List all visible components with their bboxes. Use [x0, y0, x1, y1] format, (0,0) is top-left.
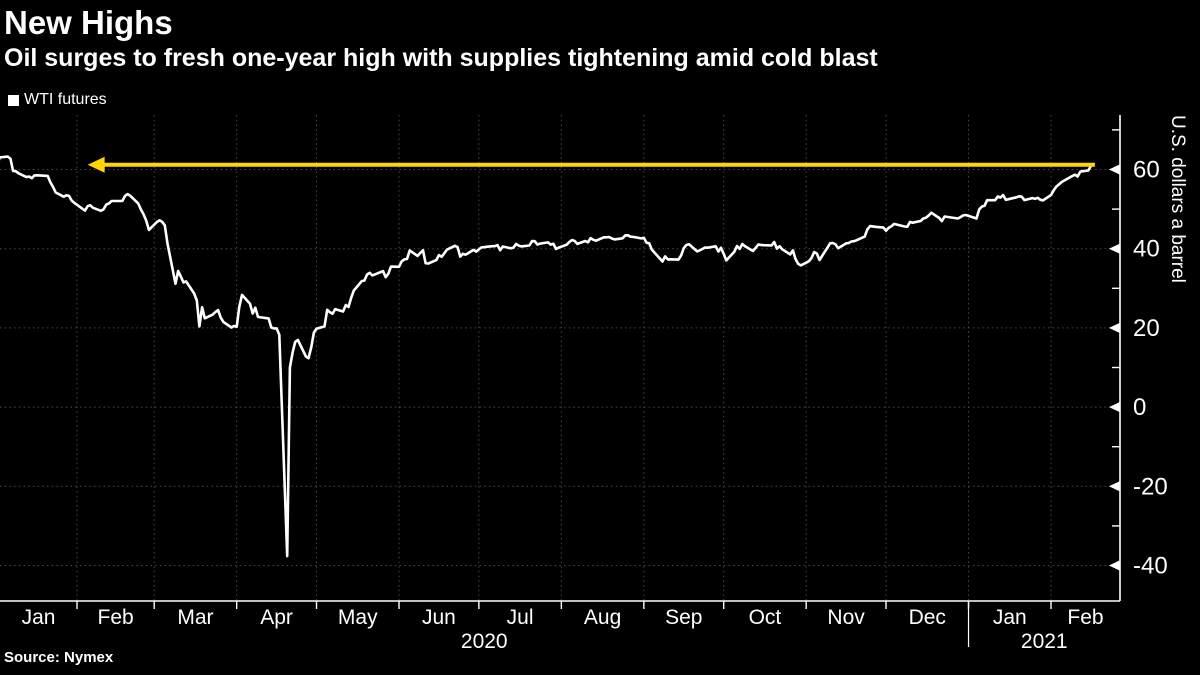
- source-note: Source: Nymex: [4, 649, 114, 666]
- series-square-icon: [8, 94, 19, 106]
- annotation-arrowhead-icon: [87, 156, 105, 173]
- y-axis-title: U.S. dollars a barrel: [1166, 115, 1188, 601]
- y-tick-label: 40: [1133, 236, 1160, 263]
- x-tick-label: Apr: [260, 606, 293, 629]
- x-tick-label: Oct: [749, 606, 782, 629]
- x-tick-label: May: [338, 606, 378, 629]
- x-tick-label: Dec: [909, 606, 946, 629]
- x-tick-label: Sep: [665, 606, 702, 629]
- y-tick-label: 0: [1133, 394, 1146, 421]
- y-tick-arrow-icon: [1109, 481, 1120, 492]
- y-tick-label: -20: [1133, 473, 1168, 500]
- x-tick-label: Jan: [22, 606, 56, 629]
- x-tick-label: Feb: [98, 606, 134, 629]
- year-label: 2021: [1021, 630, 1068, 653]
- x-tick-label: Feb: [1067, 606, 1103, 629]
- legend-label: WTI futures: [24, 91, 107, 108]
- x-tick-label: Mar: [177, 606, 213, 629]
- y-tick-arrow-icon: [1109, 164, 1120, 175]
- legend: WTI futures: [8, 91, 107, 109]
- y-tick-arrow-icon: [1109, 560, 1120, 571]
- x-tick-label: Jan: [993, 606, 1027, 629]
- x-tick-label: Jul: [507, 606, 534, 629]
- x-tick-label: Nov: [827, 606, 865, 629]
- x-tick-label: Aug: [584, 606, 621, 629]
- y-axis-title-text: U.S. dollars a barrel: [1167, 115, 1188, 283]
- year-label: 2020: [461, 630, 508, 653]
- y-tick-label: 60: [1133, 157, 1160, 184]
- y-tick-arrow-icon: [1109, 243, 1120, 254]
- y-tick-label: 20: [1133, 315, 1160, 342]
- y-tick-arrow-icon: [1109, 322, 1120, 334]
- series-line-wti-futures: [0, 155, 1093, 558]
- x-tick-label: Jun: [422, 606, 456, 629]
- y-tick-label: -40: [1133, 553, 1168, 580]
- chart-title: New Highs: [4, 4, 173, 41]
- chart-subtitle: Oil surges to fresh one-year high with s…: [4, 44, 878, 72]
- y-tick-arrow-icon: [1109, 401, 1120, 413]
